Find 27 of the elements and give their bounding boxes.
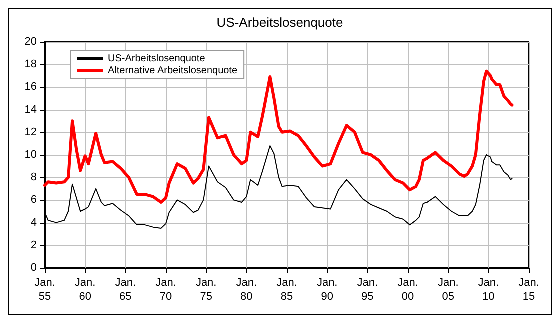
x-tick-label: Jan. 15: [518, 277, 540, 303]
legend-label: Alternative Arbeitslosenquote: [108, 66, 238, 76]
y-tick-label: 14: [24, 104, 37, 116]
x-tick-label: Jan. 05: [438, 277, 459, 303]
x-tick-label: Jan. 85: [276, 277, 298, 303]
y-tick-label: 4: [30, 216, 37, 229]
y-tick-label: 12: [24, 126, 37, 138]
y-tick-label: 20: [24, 36, 37, 48]
x-tick-label: Jan. 00: [398, 277, 418, 303]
x-tick-label: Jan. 60: [74, 277, 96, 303]
x-tick-label: Jan. 65: [115, 277, 136, 303]
y-tick-label: 8: [30, 172, 37, 184]
x-tick-label: Jan. 70: [156, 277, 176, 303]
x-tick-label: Jan. 10: [478, 277, 500, 303]
y-tick-label: 10: [24, 149, 37, 161]
y-tick-label: 18: [24, 58, 37, 71]
y-tick-label: 2: [30, 239, 37, 252]
x-tick-label: Jan. 80: [236, 277, 258, 303]
y-tick-label: 6: [30, 194, 37, 206]
y-tick-label: 16: [24, 81, 37, 94]
chart-title: US-Arbeitslosenquote: [216, 15, 344, 30]
x-tick-label: Jan. 75: [196, 277, 217, 303]
x-tick-label: Jan. 90: [316, 277, 338, 303]
x-tick-label: Jan. 55: [34, 277, 56, 303]
y-tick-label: 0: [30, 262, 37, 274]
legend-label: US-Arbeitslosenquote: [108, 54, 206, 64]
x-tick-label: Jan. 95: [357, 277, 378, 303]
